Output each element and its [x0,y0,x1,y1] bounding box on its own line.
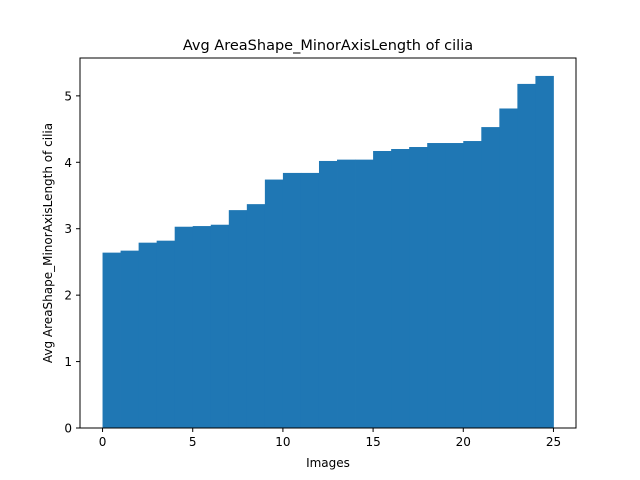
y-tick-label: 0 [64,422,72,436]
bar-20 [463,141,482,428]
bar-14 [355,159,374,428]
x-tick-label: 15 [365,435,380,449]
y-tick-label: 3 [64,222,72,236]
bar-8 [246,204,266,428]
bar-3 [156,240,176,428]
bar-22 [499,108,518,428]
bar-10 [282,172,302,428]
bar-24 [535,75,554,429]
y-axis-label: Avg AreaShape_MinorAxisLength of cilia [41,123,55,363]
y-tick-label: 4 [64,156,72,170]
bar-0 [102,252,121,428]
bar-19 [445,143,464,429]
y-tick-label: 1 [64,355,72,369]
x-tick-label: 10 [275,435,290,449]
bar-18 [427,143,446,429]
bar-17 [409,147,428,428]
y-tick-label: 5 [64,89,72,103]
bar-15 [373,150,392,428]
bar-11 [300,172,320,428]
bar-4 [174,226,194,428]
bar-7 [228,210,248,428]
y-axis-ticks: 0 1 2 3 4 5 [64,89,80,436]
bar-2 [138,242,158,428]
bar-6 [210,224,230,428]
bar-13 [337,159,356,428]
bar-12 [318,160,338,429]
bar-5 [192,226,212,428]
bar-9 [264,179,284,428]
y-tick-label: 2 [64,289,72,303]
bar-23 [517,83,536,428]
bar-21 [481,127,500,428]
x-axis-label: Images [306,456,350,470]
bars-group [102,75,554,429]
x-tick-label: 5 [189,435,197,449]
x-tick-label: 20 [456,435,471,449]
plot-frame [79,57,577,429]
bar-1 [120,250,140,428]
x-tick-label: 25 [546,435,561,449]
bar-16 [391,149,410,429]
x-tick-label: 0 [99,435,107,449]
x-axis-ticks: 0 5 10 15 20 25 [99,428,561,449]
chart-title: Avg AreaShape_MinorAxisLength of cilia [183,38,473,54]
